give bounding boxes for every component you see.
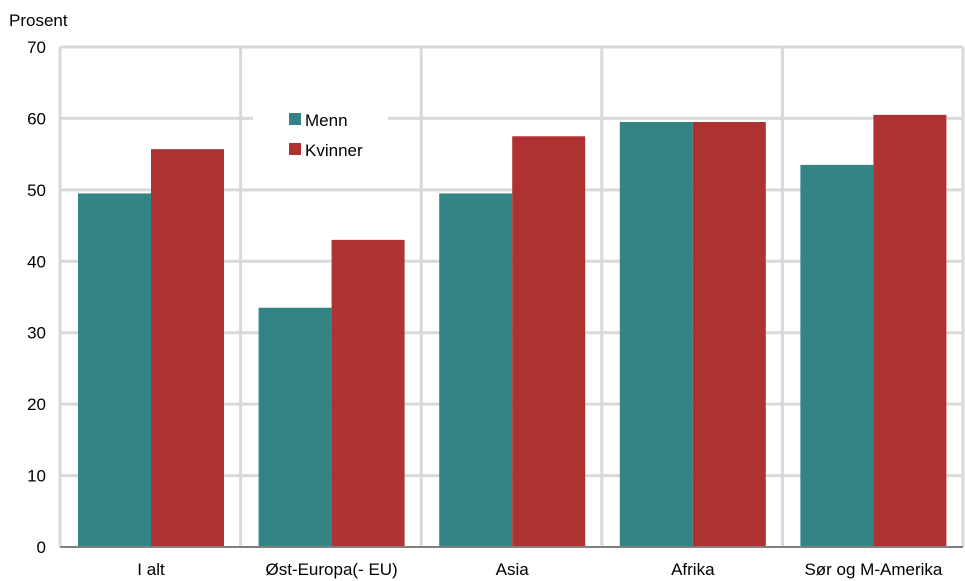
bar-menn-0 — [78, 193, 151, 547]
y-tick-label-40: 40 — [27, 252, 46, 271]
legend-label-kvinner: Kvinner — [305, 141, 363, 160]
x-tick-label-4: Sør og M-Amerika — [804, 560, 942, 579]
bar-kvinner-1 — [331, 239, 405, 547]
x-tick-label-1: Øst-Europa(- EU) — [265, 560, 397, 579]
x-tick-labels: I alt Øst-Europa(- EU) Asia Afrika Sør og M-… — [137, 560, 943, 579]
bar-menn-1 — [258, 307, 332, 547]
legend-label-menn: Menn — [305, 111, 348, 130]
y-tick-label-30: 30 — [27, 324, 46, 343]
legend-swatch-kvinner — [289, 143, 301, 155]
x-tick-label-2: Asia — [496, 560, 530, 579]
legend: Menn Kvinner — [253, 101, 388, 165]
bar-kvinner-3 — [692, 122, 766, 547]
x-tick-label-0: I alt — [137, 560, 165, 579]
y-tick-label-70: 70 — [27, 38, 46, 57]
y-tick-label-50: 50 — [27, 181, 46, 200]
x-tick-label-3: Afrika — [671, 560, 715, 579]
y-tick-label-0: 0 — [37, 538, 46, 557]
y-axis-title: Prosent — [9, 11, 68, 30]
bar-kvinner-2 — [512, 136, 586, 548]
y-tick-label-20: 20 — [27, 395, 46, 414]
bar-menn-2 — [439, 193, 513, 547]
legend-swatch-menn — [289, 113, 301, 125]
bars-group — [78, 114, 947, 548]
bar-kvinner-0 — [151, 149, 224, 547]
y-tick-label-60: 60 — [27, 109, 46, 128]
bar-menn-4 — [800, 164, 874, 547]
y-tick-labels: 0 10 20 30 40 50 60 70 — [27, 38, 46, 557]
bar-menn-3 — [619, 122, 693, 547]
bar-kvinner-4 — [873, 114, 947, 547]
y-tick-label-10: 10 — [27, 467, 46, 486]
